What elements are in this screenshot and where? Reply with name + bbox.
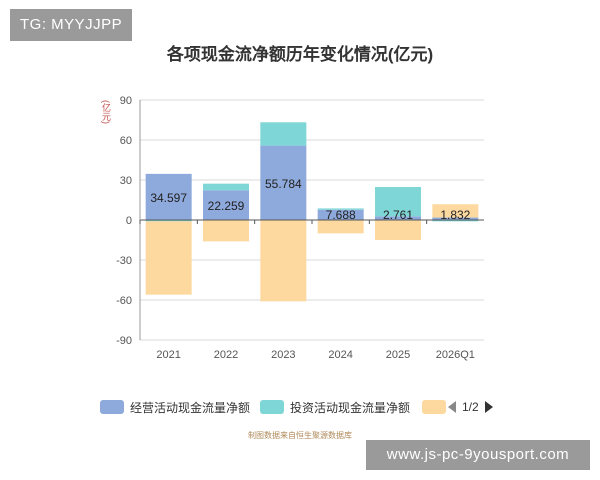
y-tick-label: -60	[116, 295, 132, 307]
watermark-top-badge: TG: MYYJJPP	[10, 9, 133, 41]
x-tick-label: 2025	[386, 349, 410, 361]
pager-text: 1/2	[462, 400, 479, 414]
bar-financing	[203, 220, 249, 242]
y-tick-label: 90	[120, 95, 132, 107]
bar-investing	[375, 186, 421, 217]
bar-operating	[375, 216, 421, 220]
chart-title: 各项现金流净额历年变化情况(亿元)	[166, 45, 434, 64]
bar-investing	[317, 208, 364, 210]
data-label-operating: 2.761	[383, 208, 413, 222]
chart-legend: 经营活动现金流量净额 投资活动现金流量净额	[100, 397, 520, 417]
data-label-operating: 1.832	[440, 208, 470, 222]
data-label-operating: 7.688	[326, 208, 356, 222]
pager-next-icon[interactable]	[484, 401, 493, 413]
legend-item-operating[interactable]: 经营活动现金流量净额	[100, 397, 250, 417]
y-tick-label: 30	[120, 175, 132, 187]
y-tick-label: -30	[116, 255, 132, 267]
bar-investing	[203, 183, 249, 191]
bar-investing	[432, 220, 479, 222]
y-axis-unit-label: (亿元)	[101, 100, 111, 124]
legend-label-operating: 经营活动现金流量净额	[130, 400, 251, 415]
data-source-note: 制图数据来自恒生聚源数据库	[248, 431, 352, 440]
x-tick-label: 2023	[271, 349, 295, 361]
x-tick-label: 2024	[328, 349, 352, 361]
bar-investing	[260, 122, 307, 146]
watermark-bottom-badge: www.js-pc-9yousport.com	[366, 440, 590, 470]
bar-financing	[375, 220, 421, 240]
legend-item-investing[interactable]: 投资活动现金流量净额	[260, 397, 410, 417]
bar-operating	[432, 217, 479, 220]
data-label-operating: 55.784	[265, 177, 302, 191]
y-tick-label: 0	[126, 215, 132, 227]
data-label-operating: 22.259	[208, 199, 245, 213]
bar-investing	[145, 220, 192, 222]
legend-label-investing: 投资活动现金流量净额	[290, 400, 411, 415]
bar-financing	[317, 220, 364, 234]
y-tick-label: -90	[116, 335, 132, 347]
legend-swatch-investing	[260, 400, 284, 414]
x-tick-label: 2022	[214, 349, 238, 361]
x-tick-label: 2021	[156, 349, 180, 361]
legend-swatch-financing	[422, 400, 446, 414]
bar-operating	[317, 209, 364, 220]
legend-pager: 1/2	[448, 397, 493, 417]
legend-swatch-operating	[100, 400, 124, 414]
legend-item-financing[interactable]	[422, 397, 452, 417]
y-tick-label: 60	[120, 135, 132, 147]
bar-operating	[260, 145, 307, 220]
bar-financing	[260, 220, 307, 302]
bar-financing	[145, 221, 192, 295]
data-label-operating: 34.597	[150, 191, 187, 205]
bar-operating	[203, 190, 249, 220]
pager-prev-icon[interactable]	[448, 401, 456, 413]
x-tick-label: 2026Q1	[436, 349, 475, 361]
bar-financing	[432, 204, 479, 218]
bar-operating	[145, 173, 192, 220]
